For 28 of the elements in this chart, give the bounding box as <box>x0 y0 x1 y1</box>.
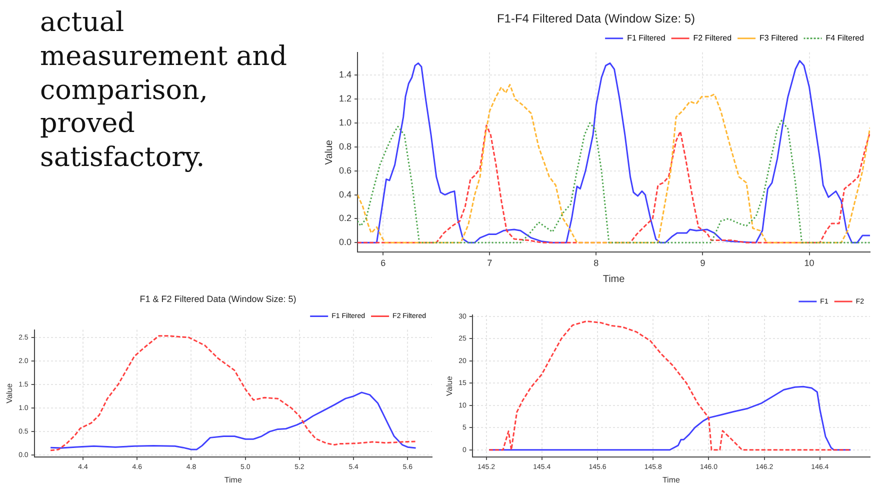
y-tick-label: 1.0 <box>338 117 352 128</box>
legend-label: F3 Filtered <box>760 34 798 43</box>
y-axis-title: Value <box>5 382 14 404</box>
y-tick-label: 0.4 <box>338 189 352 200</box>
x-axis-title: Time <box>602 274 626 285</box>
y-tick-label: 0.2 <box>338 213 352 224</box>
x-tick-label: 6 <box>380 258 386 268</box>
text: actual measurement and comparison, proved satisfactory. <box>40 6 288 175</box>
x-tick-label: 9 <box>700 258 706 268</box>
x-tick-label: 10 <box>804 258 814 268</box>
legend-label: F2 Filtered <box>693 34 732 43</box>
chart-title: F1 & F2 Filtered Data (Window Size: 5) <box>140 294 296 304</box>
legend-label: F4 Filtered <box>826 34 864 43</box>
x-axis-title: Time <box>224 475 242 484</box>
y-axis-title: Value <box>324 139 335 165</box>
line-series <box>488 320 852 451</box>
y-tick-label: 0.8 <box>338 141 352 152</box>
x-tick-label: 8 <box>594 258 599 268</box>
y-tick-label: 1.4 <box>338 70 352 80</box>
chart-title: F1-F4 Filtered Data (Window Size: 5) <box>496 12 696 26</box>
y-tick-label: 1.2 <box>338 94 352 104</box>
y-tick-label: 0.0 <box>338 237 352 248</box>
line-series <box>50 335 417 452</box>
x-axis-title: Time <box>662 475 680 484</box>
x-tick-label: 7 <box>487 258 492 268</box>
y-tick-label: 0.6 <box>338 165 352 176</box>
legend-label: F1 Filtered <box>627 34 666 43</box>
y-axis-title: Value <box>445 376 454 396</box>
